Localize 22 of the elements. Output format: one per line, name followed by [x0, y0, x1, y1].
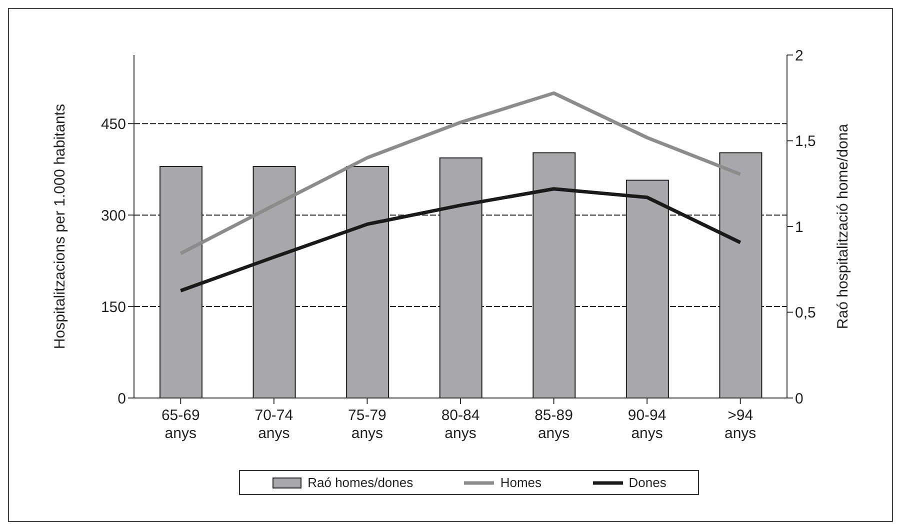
- legend-label: Homes: [499, 475, 542, 490]
- y-tick-label: 0: [118, 390, 126, 408]
- y-axis-title: Hospitalitzacions per 1.000 habitants: [51, 104, 68, 350]
- x-tick-label: 80-84 anys: [441, 407, 480, 442]
- y2-tick-label: 0,5: [795, 304, 816, 322]
- x-tick-label: >94 anys: [724, 407, 756, 442]
- y2-tick-label: 2: [795, 47, 804, 64]
- x-tick-label: 90-94 anys: [628, 407, 666, 442]
- x-tick-label: 85-89 anys: [534, 407, 573, 442]
- y-tick-label: 450: [100, 116, 126, 133]
- y-tick-label: 150: [100, 298, 126, 316]
- x-tick-label: 70-74 anys: [254, 407, 294, 442]
- legend-label: Raó homes/dones: [306, 475, 414, 490]
- line-series: [178, 91, 742, 256]
- y2-tick-label: 1,5: [795, 133, 816, 150]
- y-tick-label: 300: [100, 207, 126, 224]
- x-tick-label: 65-69 anys: [161, 407, 200, 442]
- legend-label: Dones: [628, 475, 666, 490]
- x-tick-label: 75-79 anys: [348, 407, 386, 442]
- y2-tick-label: 1: [795, 218, 804, 236]
- y2-axis-title: Raó hospitalització home/dona: [834, 123, 852, 330]
- y2-tick-label: 0: [795, 390, 804, 408]
